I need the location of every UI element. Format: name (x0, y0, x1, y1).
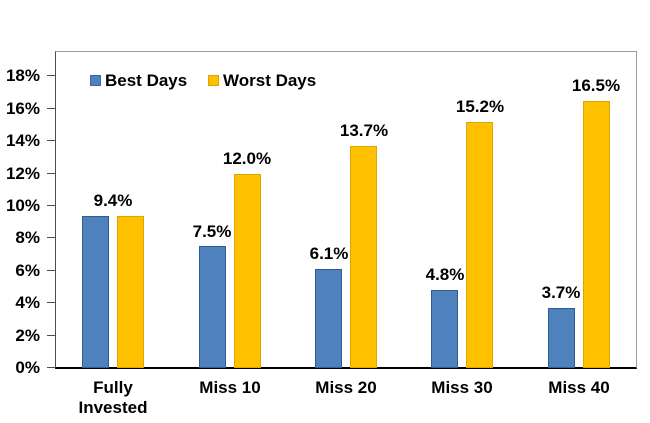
y-axis-tick-label: 14% (5, 131, 40, 151)
y-axis-tick (47, 334, 55, 336)
bar-best-days-miss-40 (548, 308, 575, 368)
bar-worst-days-miss-40 (583, 101, 610, 368)
data-label-16-5-: 16.5% (571, 76, 621, 95)
y-axis-tick (47, 140, 55, 142)
y-axis-tick-label: 6% (15, 260, 40, 280)
bar-worst-days-miss-30 (466, 122, 493, 368)
x-axis-label-miss-20: Miss 20 (315, 378, 377, 397)
y-axis-tick (47, 367, 55, 368)
plot-area: Best Days Worst Days (55, 51, 637, 369)
bar-best-days-fully-invested (82, 216, 109, 368)
x-axis-label-miss-30: Miss 30 (431, 378, 493, 397)
x-axis-label-fully-invested: Fully Invested (78, 378, 148, 417)
y-axis-tick (47, 269, 55, 271)
y-axis-tick (47, 302, 55, 304)
legend-label-best-days: Best Days (105, 71, 188, 90)
worst-days-legend-swatch-icon (208, 75, 219, 86)
bar-best-days-miss-30 (431, 290, 458, 368)
y-axis-tick (47, 75, 55, 77)
bar-worst-days-fully-invested (117, 216, 144, 368)
data-label-15-2-: 15.2% (455, 97, 505, 116)
y-axis-tick-label: 18% (5, 66, 40, 86)
data-label-6-1-: 6.1% (309, 244, 349, 263)
y-axis-tick-label: 0% (15, 358, 40, 377)
data-label-3-7-: 3.7% (541, 283, 581, 302)
bar-best-days-miss-10 (199, 246, 226, 368)
data-label-13-7-: 13.7% (339, 121, 389, 140)
y-axis-tick-label: 8% (15, 228, 40, 248)
x-axis-label-miss-10: Miss 10 (199, 378, 261, 397)
data-label-7-5-: 7.5% (192, 222, 232, 241)
data-label-9-4-: 9.4% (93, 191, 133, 210)
y-axis-tick (47, 107, 55, 109)
y-axis-tick-label: 12% (5, 163, 40, 183)
y-axis-tick (47, 237, 55, 239)
y-axis-tick-label: 16% (5, 98, 40, 118)
y-axis-tick-label: 2% (15, 325, 40, 345)
data-label-4-8-: 4.8% (425, 265, 465, 284)
best-days-legend-swatch-icon (90, 75, 101, 86)
x-axis-label-miss-40: Miss 40 (548, 378, 610, 397)
y-axis-tick-label: 4% (15, 293, 40, 313)
legend-label-worst-days: Worst Days (223, 71, 317, 90)
y-axis-tick (47, 172, 55, 174)
bar-worst-days-miss-10 (234, 174, 261, 368)
legend: Best Days Worst Days (56, 52, 638, 92)
y-axis-tick (47, 205, 55, 206)
bar-best-days-miss-20 (315, 269, 342, 368)
data-label-12-0-: 12.0% (222, 149, 272, 168)
bar-worst-days-miss-20 (350, 146, 377, 368)
y-axis-tick-label: 10% (5, 196, 40, 215)
